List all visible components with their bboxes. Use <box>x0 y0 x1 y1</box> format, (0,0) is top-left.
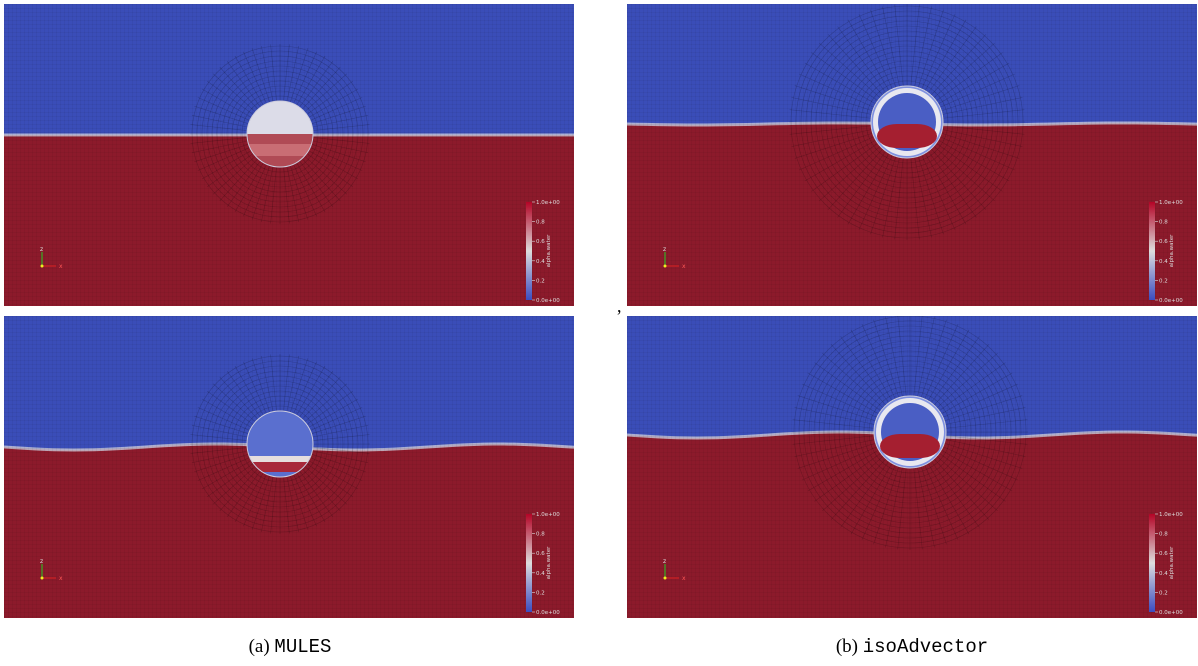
cyl-water <box>880 434 940 458</box>
axis-origin <box>664 577 667 580</box>
colorbar-tick-label: 0.2 <box>1159 278 1168 284</box>
colorbar-label: alpha.water <box>1169 546 1175 579</box>
colorbar-tick-label: 1.0e+00 <box>1159 512 1183 518</box>
colorbar-tick-label: 1.0e+00 <box>536 200 560 206</box>
page: 1.0e+000.80.60.40.20.0e+00alpha.waterzx1… <box>0 0 1198 666</box>
colorbar-tick-label: 0.4 <box>536 571 545 577</box>
colorbar-tick-label: 0.2 <box>1159 590 1168 596</box>
colorbar-label: alpha.water <box>546 546 552 579</box>
cyl-band <box>247 456 313 462</box>
colorbar-tick-label: 0.0e+00 <box>1159 298 1183 304</box>
colorbar-tick-label: 0.6 <box>1159 239 1168 245</box>
caption: (b) isoAdvector <box>836 636 988 658</box>
axis-z-label: z <box>663 246 666 253</box>
simulation-panel: 1.0e+00 0.8 0.6 0.4 0.2 0.0e+00 alpha.water z x <box>627 316 1197 618</box>
colorbar-tick-label: 0.4 <box>536 259 545 265</box>
colorbar-tick-label: 0.2 <box>536 278 545 284</box>
separator: , <box>617 296 622 317</box>
colorbar-tick-label: 0.8 <box>1159 220 1168 226</box>
colorbar-tick-label: 1.0e+00 <box>536 512 560 518</box>
axis-x-label: x <box>59 575 63 582</box>
axis-z-label: z <box>40 558 43 565</box>
colorbar <box>1149 514 1155 612</box>
colorbar-tick-label: 0.4 <box>1159 259 1168 265</box>
colorbar-label: alpha.water <box>546 234 552 267</box>
simulation-panel: 1.0e+00 0.8 0.6 0.4 0.2 0.0e+00 alpha.water z x <box>4 4 574 306</box>
axis-origin <box>41 265 44 268</box>
axis-x-label: x <box>59 263 63 270</box>
colorbar-tick-label: 0.0e+00 <box>1159 610 1183 616</box>
caption-label: (a) <box>249 636 270 657</box>
simulation-panel: 1.0e+00 0.8 0.6 0.4 0.2 0.0e+00 alpha.water z x <box>4 316 574 618</box>
colorbar-tick-label: 0.8 <box>536 532 545 538</box>
axis-origin <box>41 577 44 580</box>
colorbar-tick-label: 0.6 <box>536 239 545 245</box>
axis-z-label: z <box>40 246 43 253</box>
colorbar-tick-label: 0.0e+00 <box>536 610 560 616</box>
colorbar-tick-label: 0.8 <box>1159 532 1168 538</box>
colorbar-tick-label: 0.4 <box>1159 571 1168 577</box>
caption: (a) MULES <box>249 636 332 658</box>
colorbar <box>526 202 532 300</box>
colorbar-tick-label: 0.2 <box>536 590 545 596</box>
colorbar-tick-label: 0.0e+00 <box>536 298 560 304</box>
caption-name: isoAdvector <box>863 636 988 658</box>
caption-label: (b) <box>836 636 858 657</box>
axis-x-label: x <box>682 575 686 582</box>
colorbar-tick-label: 0.6 <box>1159 551 1168 557</box>
colorbar-tick-label: 1.0e+00 <box>1159 200 1183 206</box>
colorbar <box>1149 202 1155 300</box>
cyl-band <box>247 144 313 156</box>
colorbar-label: alpha.water <box>1169 234 1175 267</box>
colorbar <box>526 514 532 612</box>
axis-z-label: z <box>663 558 666 565</box>
axis-origin <box>664 265 667 268</box>
axis-x-label: x <box>682 263 686 270</box>
caption-name: MULES <box>274 636 331 658</box>
simulation-panel: 1.0e+00 0.8 0.6 0.4 0.2 0.0e+00 alpha.water z x <box>627 4 1197 306</box>
colorbar-tick-label: 0.8 <box>536 220 545 226</box>
cyl-water <box>877 124 937 148</box>
colorbar-tick-label: 0.6 <box>536 551 545 557</box>
